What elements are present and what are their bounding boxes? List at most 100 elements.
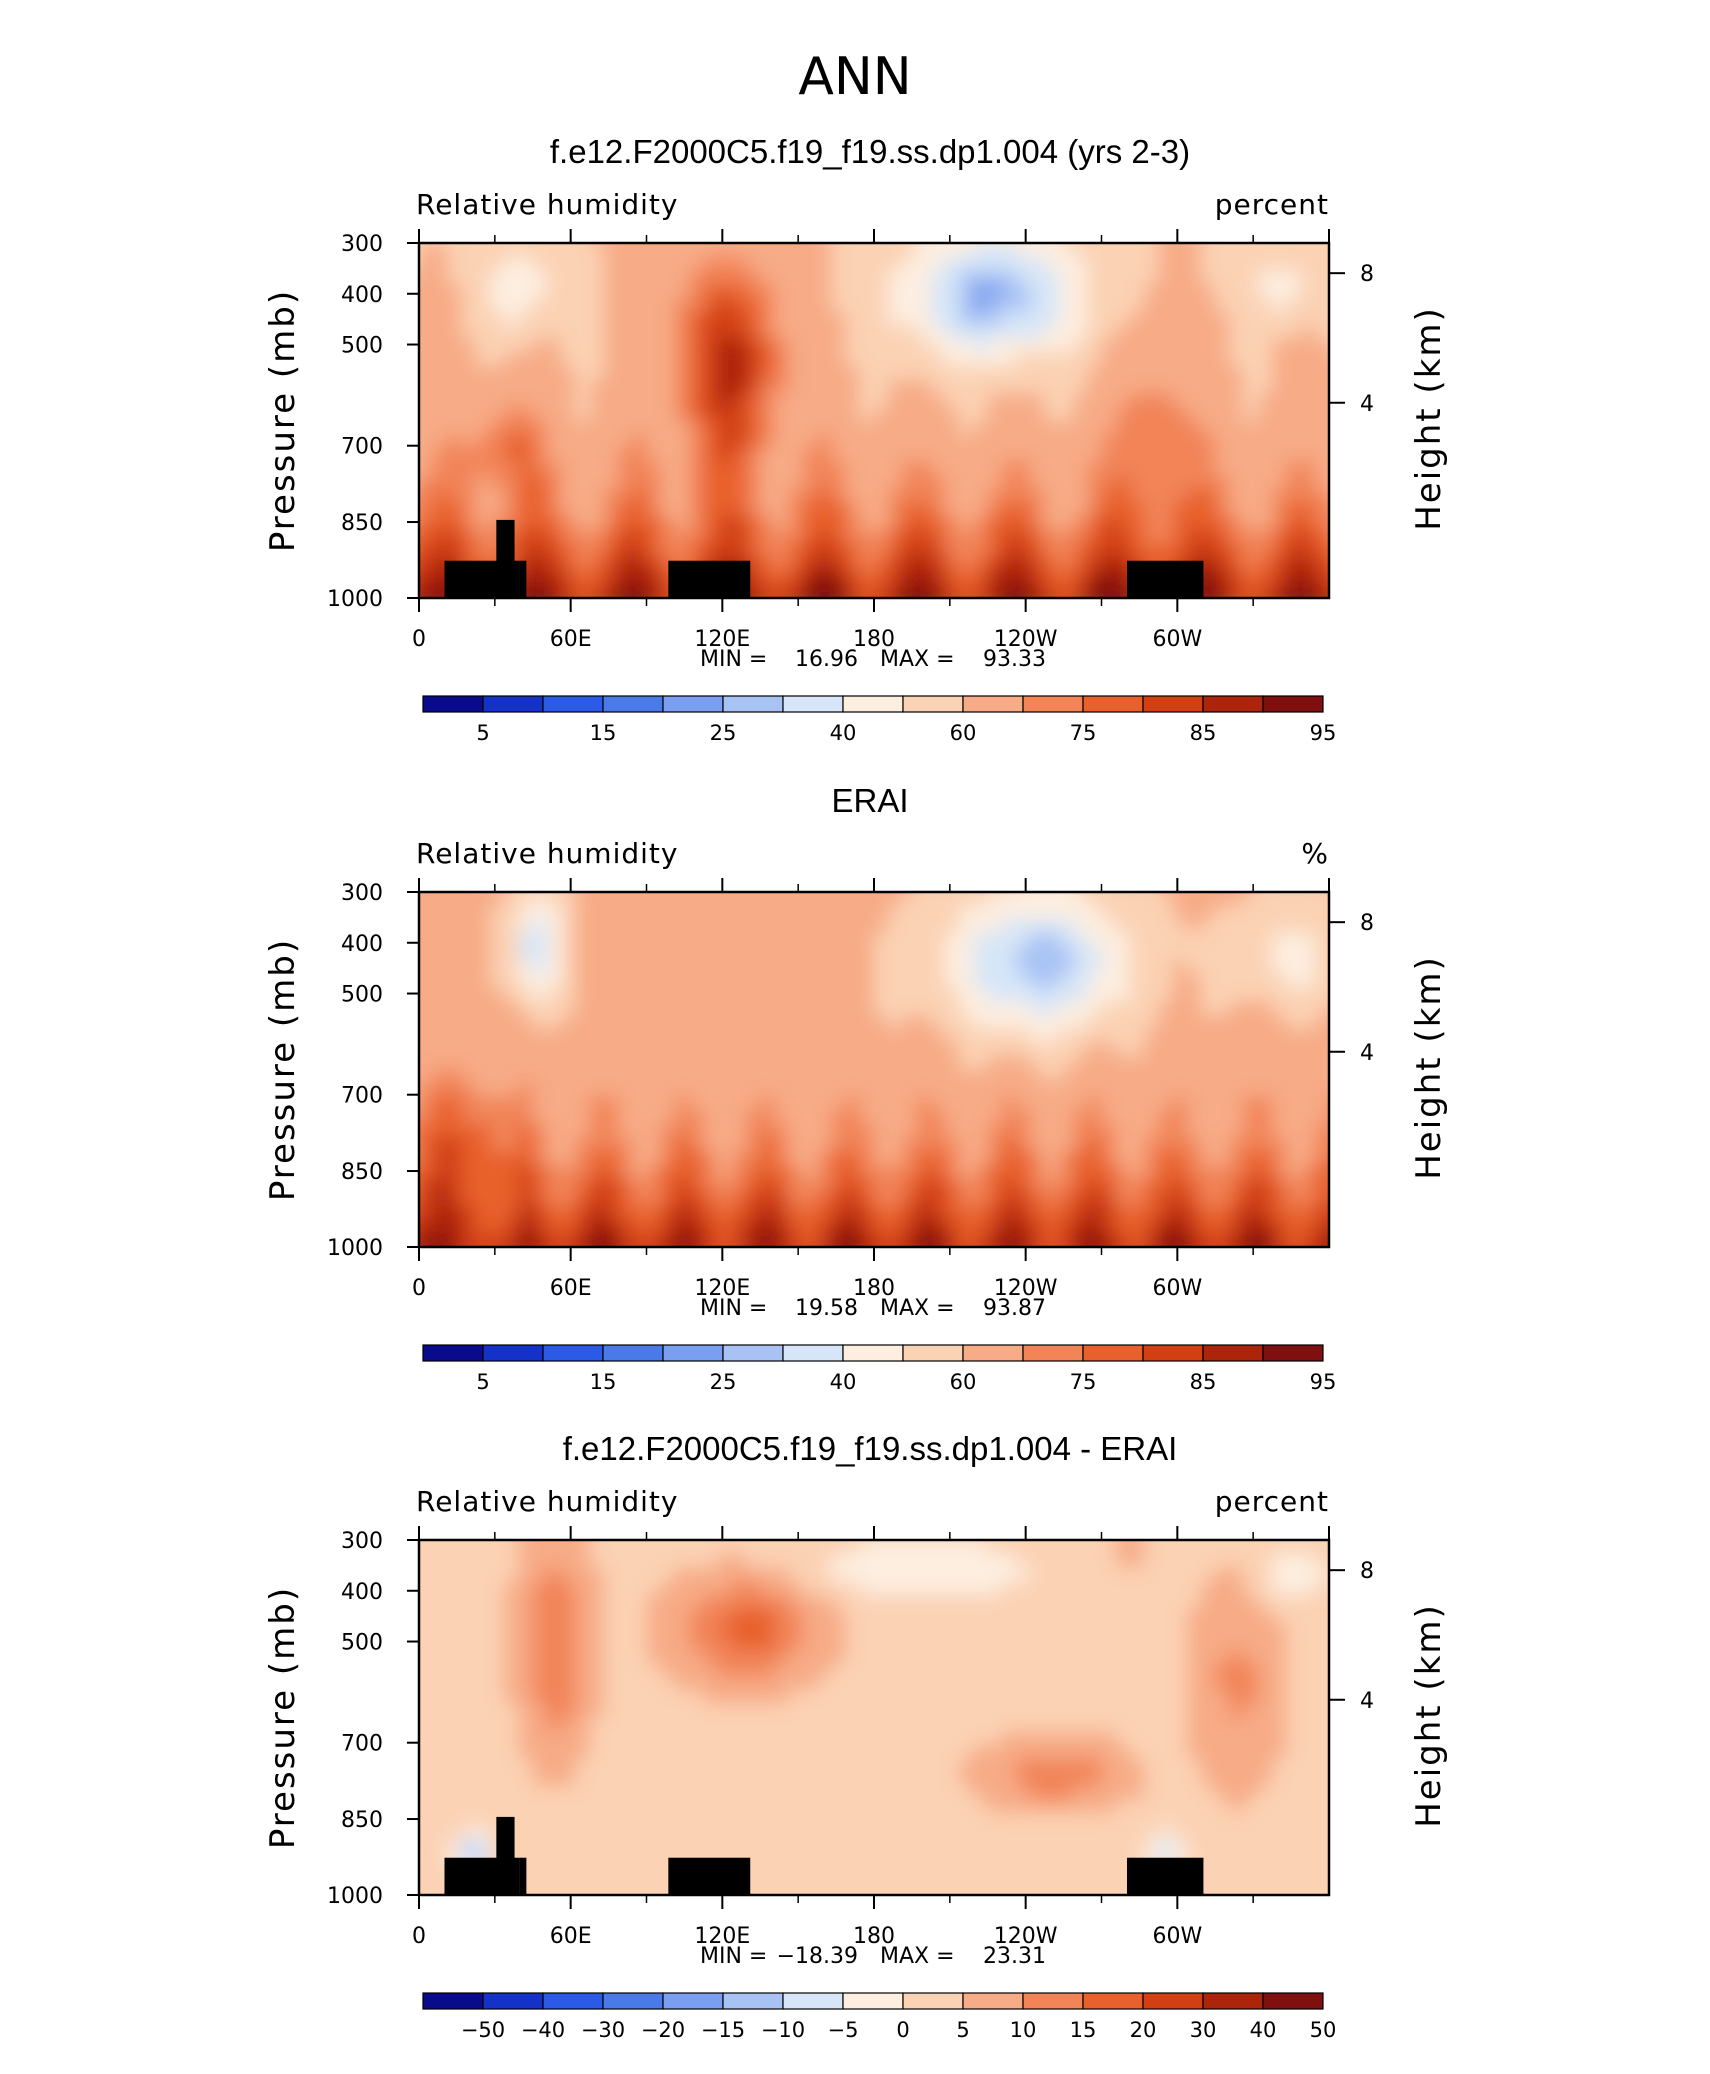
field-cell <box>717 1731 733 1746</box>
field-cell <box>788 243 804 258</box>
field-cell <box>717 1676 733 1692</box>
field-cell <box>717 1096 733 1112</box>
field-cell <box>845 892 861 907</box>
field-cell <box>859 1151 875 1167</box>
field-cell <box>532 1731 548 1746</box>
field-cell <box>930 1219 947 1235</box>
field-cell <box>447 1621 463 1637</box>
field-cell <box>1229 1553 1245 1569</box>
field-cell <box>845 987 861 1003</box>
field-cell <box>902 1567 918 1582</box>
field-cell <box>916 1055 932 1071</box>
field-cell <box>831 1247 846 1262</box>
field-cell <box>589 1151 605 1167</box>
field-cell <box>774 529 790 545</box>
field-cell <box>1286 1028 1302 1044</box>
field-cell <box>504 919 520 934</box>
field-cell <box>1144 1703 1160 1719</box>
field-cell <box>874 1165 890 1180</box>
field-cell <box>490 447 506 463</box>
field-cell <box>461 311 477 326</box>
field-cell <box>461 905 477 921</box>
field-cell <box>1229 324 1245 340</box>
field-cell <box>916 570 932 586</box>
field-cell <box>1016 1124 1032 1139</box>
field-cell <box>518 1083 534 1098</box>
field-cell <box>817 1744 833 1760</box>
field-cell <box>575 1553 591 1569</box>
field-cell <box>1243 1717 1259 1733</box>
field-cell <box>1300 502 1316 518</box>
field-cell <box>660 1662 676 1678</box>
field-cell <box>603 570 620 586</box>
field-cell <box>1329 1138 1344 1153</box>
field-cell <box>1030 516 1046 531</box>
field-cell <box>1201 461 1217 477</box>
field-cell <box>1215 543 1231 559</box>
field-cell <box>490 1608 506 1623</box>
field-cell <box>689 1717 705 1733</box>
field-cell <box>717 283 733 299</box>
field-cell <box>1215 1028 1231 1044</box>
field-cell <box>874 1178 890 1194</box>
field-cell <box>973 973 989 989</box>
field-cell <box>1243 270 1259 285</box>
field-cell <box>774 598 789 613</box>
field-cell <box>575 447 591 463</box>
field-cell <box>931 1247 946 1262</box>
field-cell <box>1016 406 1032 422</box>
field-cell <box>959 529 975 545</box>
field-cell <box>433 1178 449 1194</box>
field-cell <box>689 1690 705 1705</box>
field-cell <box>802 543 819 559</box>
field-cell <box>1129 1014 1146 1030</box>
field-cell <box>504 283 520 299</box>
field-cell <box>461 1124 477 1139</box>
field-cell <box>475 892 492 907</box>
field-cell <box>618 932 634 948</box>
field-cell <box>1087 932 1103 948</box>
field-cell <box>1073 557 1089 572</box>
field-cell <box>1030 1206 1046 1221</box>
field-cell <box>1115 987 1131 1003</box>
field-cell <box>760 283 776 299</box>
field-cell <box>1059 1247 1074 1262</box>
field-cell <box>1243 1540 1259 1555</box>
field-cell <box>461 256 477 272</box>
field-cell <box>603 1014 620 1030</box>
field-cell <box>1101 502 1117 518</box>
field-cell <box>475 1649 492 1664</box>
field-cell <box>746 420 762 436</box>
field-cell <box>888 987 904 1003</box>
field-cell <box>1044 352 1060 367</box>
field-cell <box>717 1717 733 1733</box>
field-cell <box>461 447 477 463</box>
field-cell <box>1229 270 1245 285</box>
field-cell <box>945 1690 961 1705</box>
field-cell <box>603 379 620 395</box>
height-axis-title: Height (km) <box>1409 955 1449 1180</box>
field-cell <box>1201 543 1217 559</box>
field-cell <box>632 1069 648 1085</box>
field-cell <box>490 1635 506 1651</box>
field-cell <box>504 1001 520 1016</box>
colorbar-swatch <box>782 695 844 713</box>
field-cell <box>1044 1028 1060 1044</box>
field-cell <box>1243 905 1259 921</box>
colorbar-swatch <box>422 1344 484 1362</box>
field-cell <box>902 1662 918 1678</box>
field-cell <box>1087 352 1103 367</box>
field-cell <box>490 1553 506 1569</box>
field-cell <box>774 1567 790 1582</box>
field-cell <box>1016 1608 1032 1623</box>
field-cell <box>1101 1219 1117 1235</box>
field-cell <box>475 1731 492 1746</box>
field-cell <box>1229 1580 1245 1596</box>
field-cell <box>888 1192 904 1208</box>
field-cell <box>561 946 577 962</box>
field-cell <box>945 488 961 504</box>
field-cell <box>987 1621 1003 1637</box>
field-cell <box>1243 529 1259 545</box>
field-cell <box>817 488 833 504</box>
field-cell <box>1272 447 1288 463</box>
